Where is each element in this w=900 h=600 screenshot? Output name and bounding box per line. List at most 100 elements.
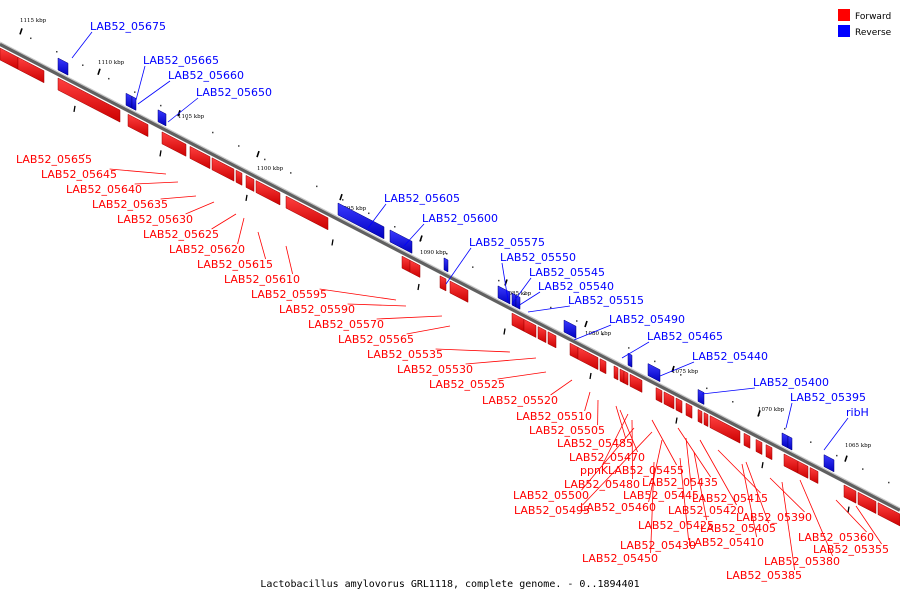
ruler-tick-label: 1065 kbp bbox=[845, 443, 872, 449]
forward-leader-line bbox=[835, 499, 867, 533]
forward-leader-line bbox=[109, 168, 167, 175]
forward-gene-box bbox=[17, 56, 45, 84]
map-caption: Lactobacillus amylovorus GRL1118, comple… bbox=[260, 579, 639, 590]
reverse-leader-line bbox=[501, 262, 509, 301]
forward-leader-line bbox=[581, 427, 635, 491]
reverse-gene-label: ribH bbox=[846, 406, 869, 419]
forward-gene-label: ppnK bbox=[580, 464, 609, 477]
forward-leader-line bbox=[582, 431, 653, 506]
forward-gene-label: LAB52_05355 bbox=[813, 543, 889, 556]
forward-gene-box bbox=[755, 439, 763, 455]
ruler-dot bbox=[212, 131, 214, 134]
forward-gene-label: LAB52_05405 bbox=[700, 522, 776, 535]
legend-swatch-forward bbox=[838, 9, 850, 21]
forward-gene-label: LAB52_05615 bbox=[197, 258, 273, 271]
reverse-gene-label: LAB52_05540 bbox=[538, 280, 614, 293]
forward-gene-box bbox=[619, 368, 625, 384]
ruler-dot bbox=[316, 185, 318, 188]
forward-gene-box bbox=[675, 397, 683, 414]
ruler-tick bbox=[73, 105, 76, 112]
backbone bbox=[0, 41, 900, 512]
reverse-gene-label: LAB52_05490 bbox=[609, 313, 685, 326]
ruler-tick bbox=[256, 150, 260, 158]
forward-gene-label: LAB52_05460 bbox=[580, 501, 656, 514]
ruler-tick-label: 1115 kbp bbox=[20, 18, 47, 24]
reverse-leader-line bbox=[701, 387, 756, 395]
forward-gene-box bbox=[255, 180, 281, 206]
forward-gene-box bbox=[127, 113, 149, 138]
ruler-tick-label: 1090 kbp bbox=[420, 250, 447, 256]
ruler-tick bbox=[584, 320, 588, 328]
forward-gene-label: LAB52_05630 bbox=[117, 213, 193, 226]
reverse-gene-label: LAB52_05660 bbox=[168, 69, 244, 82]
forward-leader-line bbox=[717, 449, 761, 494]
forward-gene-label: LAB52_05485 bbox=[557, 437, 633, 450]
reverse-gene-label: LAB52_05650 bbox=[196, 86, 272, 99]
reverse-leader-line bbox=[167, 97, 199, 123]
forward-gene-box bbox=[809, 467, 819, 484]
ruler-tick-label: 1110 kbp bbox=[98, 60, 125, 66]
forward-gene-box bbox=[537, 326, 547, 344]
reverse-leader-line bbox=[137, 80, 171, 105]
forward-gene-label: LAB52_05610 bbox=[224, 273, 300, 286]
ruler-dot bbox=[706, 387, 708, 390]
ruler-tick bbox=[847, 506, 850, 513]
ruler-dot bbox=[550, 306, 552, 309]
reverse-gene-label: LAB52_05550 bbox=[500, 251, 576, 264]
forward-gene-box bbox=[161, 131, 187, 157]
forward-gene-box bbox=[697, 409, 703, 424]
reverse-leader-line bbox=[659, 361, 695, 377]
ruler-tick bbox=[97, 68, 101, 76]
forward-gene-label: LAB52_05655 bbox=[16, 153, 92, 166]
forward-gene-label: LAB52_05500 bbox=[513, 489, 589, 502]
ruler-tick bbox=[245, 194, 248, 202]
forward-gene-label: LAB52_05430 bbox=[620, 539, 696, 552]
ruler-tick-label: 1075 kbp bbox=[672, 369, 699, 375]
forward-gene-label: LAB52_05535 bbox=[367, 348, 443, 361]
forward-gene-box bbox=[709, 415, 741, 444]
forward-gene-label: LAB52_05565 bbox=[338, 333, 414, 346]
forward-gene-label: LAB52_05635 bbox=[92, 198, 168, 211]
legend-swatch-reverse bbox=[838, 25, 850, 37]
forward-leader-line bbox=[745, 461, 769, 524]
forward-gene-box bbox=[765, 444, 773, 461]
reverse-gene-box bbox=[125, 92, 133, 109]
forward-gene-label: LAB52_05520 bbox=[482, 394, 558, 407]
forward-leader-line bbox=[799, 479, 833, 557]
forward-gene-box bbox=[57, 77, 121, 123]
ruler-dot bbox=[784, 427, 786, 430]
forward-gene-box bbox=[245, 174, 255, 192]
reverse-leader-line bbox=[527, 305, 571, 313]
reverse-gene-box bbox=[563, 319, 577, 339]
ruler-tick-label: 1100 kbp bbox=[257, 166, 284, 172]
ruler-dot bbox=[30, 37, 32, 40]
ruler-dot bbox=[576, 320, 578, 322]
forward-gene-label: LAB52_05495 bbox=[514, 504, 590, 517]
leader-lines bbox=[71, 31, 882, 571]
forward-leader-line bbox=[257, 231, 266, 260]
forward-gene-box bbox=[797, 460, 809, 479]
reverse-leader-line bbox=[135, 65, 146, 101]
forward-gene-label: LAB52_05570 bbox=[308, 318, 384, 331]
forward-gene-label: LAB52_05360 bbox=[798, 531, 874, 544]
gene-track bbox=[0, 47, 900, 527]
forward-leader-line bbox=[685, 437, 692, 491]
forward-gene-label: LAB52_05380 bbox=[764, 555, 840, 568]
ruler-dot bbox=[446, 252, 448, 255]
legend: Forward Reverse bbox=[838, 9, 892, 38]
forward-gene-label: LAB52_05525 bbox=[429, 378, 505, 391]
reverse-gene-label: LAB52_05440 bbox=[692, 350, 768, 363]
ruler-tick bbox=[331, 239, 334, 246]
reverse-leader-line bbox=[403, 223, 425, 247]
ruler-dot bbox=[264, 158, 266, 161]
gene-labels: LAB52_05655 LAB52_05645 LAB52_05640 LAB52_0… bbox=[16, 20, 889, 582]
ruler-dot bbox=[134, 91, 136, 93]
forward-leader-line bbox=[160, 195, 197, 200]
ruler-dot bbox=[732, 401, 734, 403]
forward-leader-line bbox=[347, 303, 407, 307]
forward-gene-label: LAB52_05435 bbox=[642, 476, 718, 489]
reverse-gene-label: LAB52_05400 bbox=[753, 376, 829, 389]
forward-leader-line bbox=[619, 409, 638, 453]
forward-gene-box bbox=[547, 331, 557, 349]
forward-gene-box bbox=[629, 373, 643, 393]
